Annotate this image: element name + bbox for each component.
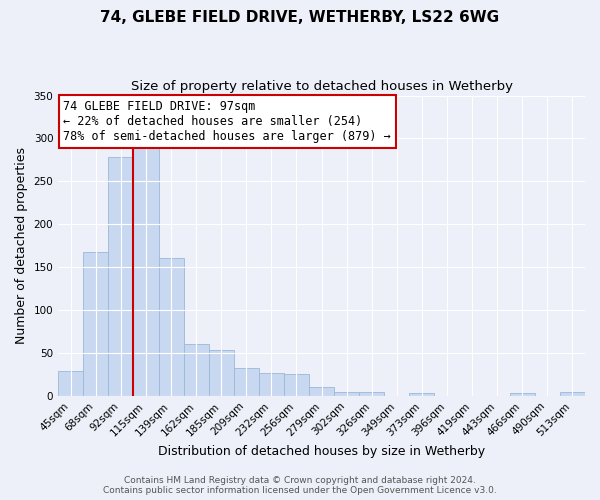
Bar (334, 392, 359, 396)
Text: 74, GLEBE FIELD DRIVE, WETHERBY, LS22 6WG: 74, GLEBE FIELD DRIVE, WETHERBY, LS22 6W… (100, 10, 500, 25)
Bar (560, 392, 585, 396)
Bar (284, 374, 309, 396)
Bar (234, 368, 259, 396)
Bar (83, 252, 109, 396)
Bar (309, 388, 334, 396)
Bar (184, 344, 209, 396)
Text: 74 GLEBE FIELD DRIVE: 97sqm
← 22% of detached houses are smaller (254)
78% of se: 74 GLEBE FIELD DRIVE: 97sqm ← 22% of det… (64, 100, 391, 143)
Bar (133, 146, 158, 396)
Text: Contains HM Land Registry data © Crown copyright and database right 2024.
Contai: Contains HM Land Registry data © Crown c… (103, 476, 497, 495)
X-axis label: Distribution of detached houses by size in Wetherby: Distribution of detached houses by size … (158, 444, 485, 458)
Bar (109, 158, 133, 396)
Bar (158, 258, 184, 396)
Title: Size of property relative to detached houses in Wetherby: Size of property relative to detached ho… (131, 80, 512, 93)
Bar (409, 394, 434, 396)
Bar (58, 371, 83, 396)
Y-axis label: Number of detached properties: Number of detached properties (15, 147, 28, 344)
Bar (510, 394, 535, 396)
Bar (359, 392, 385, 396)
Bar (259, 372, 284, 396)
Bar (209, 350, 234, 396)
